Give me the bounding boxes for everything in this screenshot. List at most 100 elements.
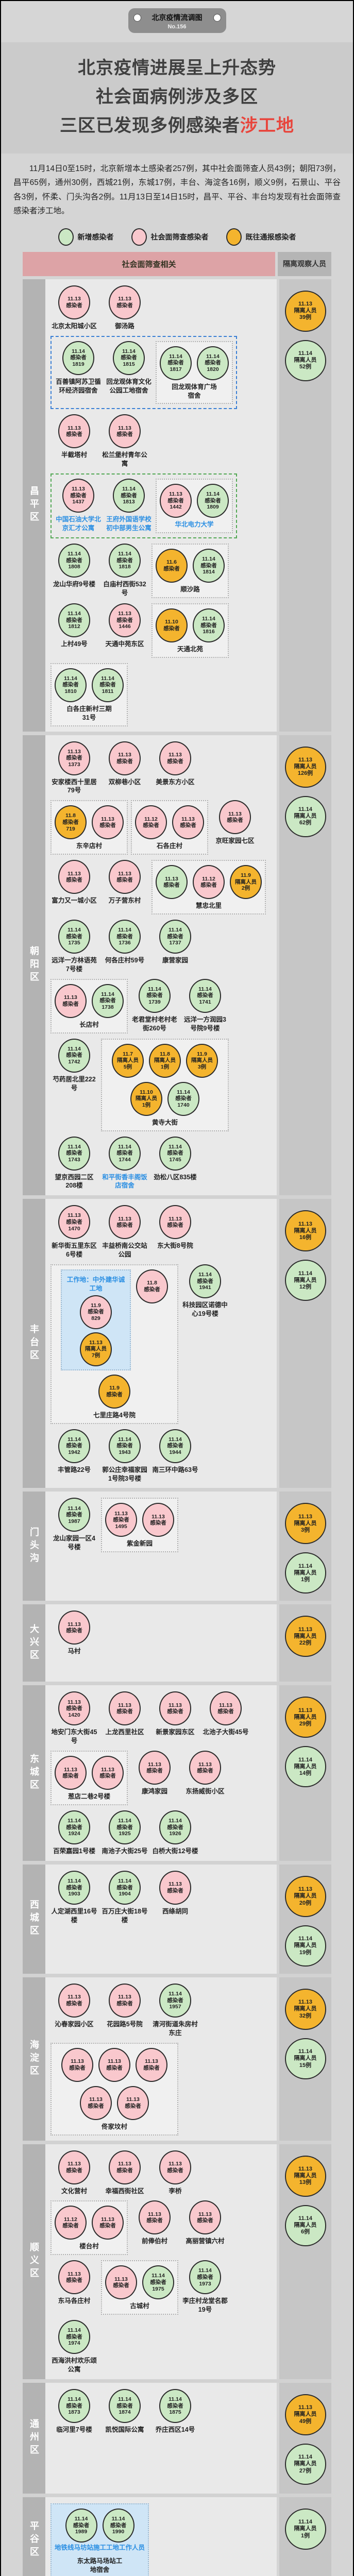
case-group: 11.13 感染者 文化营村 (50, 2150, 98, 2196)
district-row: 顺义区 11.13 感染者 文化营村 11.13 感染者 幸福西街社区 11.13 感染者 李桥 1… (23, 2144, 331, 2383)
bubble-number: 1420 (68, 1711, 80, 1718)
bubble-kind: 感染者 (116, 1708, 133, 1715)
bubble-number: 16例 (299, 1234, 312, 1241)
bubble-kind: 感染者 (116, 1884, 133, 1891)
bubble-kind: 感染者 (163, 625, 180, 632)
case-bubble: 11.13 感染者 (61, 2047, 93, 2082)
case-group: 11.13 感染者 1373 安家楼西十里居79号 (50, 741, 98, 795)
bubble-date: 11.10 (140, 1089, 153, 1095)
bubble-kind: 感染者 (200, 562, 217, 569)
case-group: 11.13 感染者 1420 地安门东大街45号 (50, 1691, 98, 1745)
bubble-kind: 隔离人员 (294, 1763, 317, 1770)
case-bubble: 11.8 感染者 719 (55, 805, 87, 840)
title-line-3-highlight: 涉工地 (240, 116, 294, 136)
case-bubble: 11.13 感染者 (189, 1751, 221, 1785)
case-bubble: 11.13 隔离人员 7例 (80, 1332, 112, 1366)
bubble-kind: 感染者 (116, 557, 133, 564)
bubble-kind: 感染者 (150, 2279, 166, 2285)
case-group: 11.13 感染者 富力又一城小区 (50, 860, 98, 914)
bubble-number: 20例 (299, 1900, 312, 1906)
location-label: 古城村 (130, 2302, 149, 2310)
bubble-number: 1470 (68, 1225, 80, 1232)
case-bubble: 11.13 感染者 1495 (105, 1503, 137, 1537)
bubble-date: 11.13 (68, 2160, 81, 2167)
bubble-date: 11.13 (72, 486, 85, 493)
case-box-bubbles: 11.10 感染者 11.14 感染者 1816 (156, 608, 225, 642)
case-bubble: 11.14 感染者 1742 (58, 1038, 90, 1073)
bubble-date: 11.14 (198, 2267, 212, 2274)
bubble-kind: 感染者 (66, 2402, 82, 2409)
linked-cluster: 11.13 感染者 1437 中国石油大学北京汇才公寓 11.14 感染者 1813 王府外国… (50, 473, 237, 539)
bubble-kind: 感染者 (66, 1705, 82, 1712)
bubble-number: 1974 (68, 2340, 80, 2347)
bubble-kind: 感染者 (146, 992, 163, 999)
case-bubble: 11.14 感染者 1820 (197, 346, 229, 380)
bubble-date: 11.14 (111, 2516, 125, 2522)
district-label-cell: 大兴区 (23, 1604, 45, 1682)
bubble-date: 11.14 (168, 1436, 182, 1443)
title-block: 北京疫情进展呈上升态势 社会面病例涉及多区 三区已发现多例感染者涉工地 (1, 42, 353, 154)
bubble-kind: 感染者 (180, 822, 196, 829)
district-row: 海淀区 11.13 感染者 沁春家园小区 11.13 感染者 花园路5号院 11.14 感染者 1… (23, 1977, 331, 2144)
case-bubble: 11.13 感染者 (117, 2086, 149, 2120)
bubble-number: 1973 (199, 2280, 211, 2287)
case-bubble: 11.13 感染者 (109, 285, 141, 319)
case-group: 11.13 感染者 沁春家园小区 (50, 1983, 98, 2038)
bubble-kind: 感染者 (66, 617, 82, 623)
bubble-date: 11.14 (74, 2516, 88, 2522)
location-label: 黄寺大街 (151, 1118, 178, 1126)
bubble-date: 11.13 (168, 2160, 182, 2167)
case-box-bubbles: 11.13 感染者 11.14 感染者 1738 (55, 984, 124, 1018)
case-bubble: 11.14 感染者 1904 (109, 1870, 141, 1905)
bubble-date: 11.13 (118, 1215, 131, 1222)
location-label: 回龙观体育广场宿舍 (172, 383, 217, 399)
bubble-date: 11.9 (241, 872, 251, 879)
bubble-kind: 感染者 (116, 877, 133, 884)
case-box-bubbles: 11.7 隔离人员 5例 11.8 隔离人员 1例 11.9 隔离人员 3例 11.10 隔离人员 1… (105, 1043, 225, 1116)
bubble-date: 11.14 (68, 927, 81, 934)
worksite-box: 工作地：中外建华诚工地 11.9 感染者 829 11.13 隔离人员 7例 (61, 1269, 131, 1370)
bubble-kind: 感染者 (66, 755, 82, 761)
bubble-date: 11.14 (101, 675, 114, 682)
case-box: 11.13 感染者 1442 11.14 感染者 1809 华北电力大学 (156, 479, 233, 534)
case-group: 11.13 感染者 西绦胡同 (151, 1870, 199, 1925)
isolation-bubble: 11.13 隔离人员 16例 (284, 1210, 326, 1252)
bubble-kind: 隔离人员 (85, 1346, 107, 1352)
case-box-bubbles: 11.13 感染者 11.13 感染者 11.13 感染者 11.13 感染者 11.13 感染者 (55, 2047, 174, 2120)
bubble-kind: 感染者 (99, 682, 116, 688)
case-bubble: 11.14 感染者 1813 (113, 479, 145, 513)
case-bubble: 11.14 感染者 1744 (109, 1136, 141, 1171)
bubble-kind: 感染者 (99, 822, 116, 829)
location-label: 清河街道朱房村东庄 (153, 2020, 198, 2037)
bubble-date: 11.14 (168, 2396, 182, 2403)
bubble-date: 11.10 (165, 619, 178, 625)
location-label: 李桥 (168, 2187, 182, 2195)
location-label: 郭公庄幸福家园1号院3号楼 (102, 1466, 147, 1482)
bubble-number: 13例 (299, 2179, 312, 2186)
bubble-date: 11.13 (198, 1761, 212, 1768)
case-group: 11.14 感染者 1744 和平街香丰阁饭店宿舍 (101, 1136, 148, 1191)
bubble-date: 11.13 (151, 1513, 165, 1520)
bubble-kind: 隔离人员 (294, 2172, 317, 2179)
case-group: 11.13 感染者 花园路5号院 (101, 1983, 148, 2038)
worksite-note: 工作地：中外建华诚工地 (66, 1276, 125, 1292)
location-label: 幸福西街社区 (105, 2187, 144, 2195)
location-label: 地安门东大街45号 (51, 1728, 97, 1745)
case-group: 11.13 感染者 李桥 (151, 2150, 199, 2196)
bubble-date: 11.14 (118, 551, 131, 557)
case-bubble: 11.14 感染者 1736 (109, 920, 141, 954)
location-label: 紫金新园 (126, 1540, 153, 1548)
district-cases: 11.13 感染者 沁春家园小区 11.13 感染者 花园路5号院 11.14 感染者 1957… (45, 1977, 277, 2141)
bubble-date: 11.14 (298, 806, 312, 812)
case-bubble: 11.14 感染者 1973 (189, 2260, 221, 2295)
case-group: 11.14 感染者 1941 科技园区诺德中心19号楼 (181, 1264, 229, 1424)
bubble-date: 11.13 (298, 1886, 312, 1893)
bubble-number: 1925 (119, 1831, 131, 1837)
bubble-number: 1736 (119, 940, 131, 946)
legend-item-screening: 社会面筛查感染者 (131, 228, 209, 246)
district-isolation: 11.13 隔离人员 3例 11.14 隔离人员 1例 (279, 1492, 331, 1601)
bubble-number: 1744 (119, 1156, 131, 1163)
bubble-kind: 感染者 (66, 2333, 82, 2340)
case-group: 11.13 感染者 北京太阳城小区 (50, 285, 98, 331)
series-number: No.156 (167, 24, 187, 30)
